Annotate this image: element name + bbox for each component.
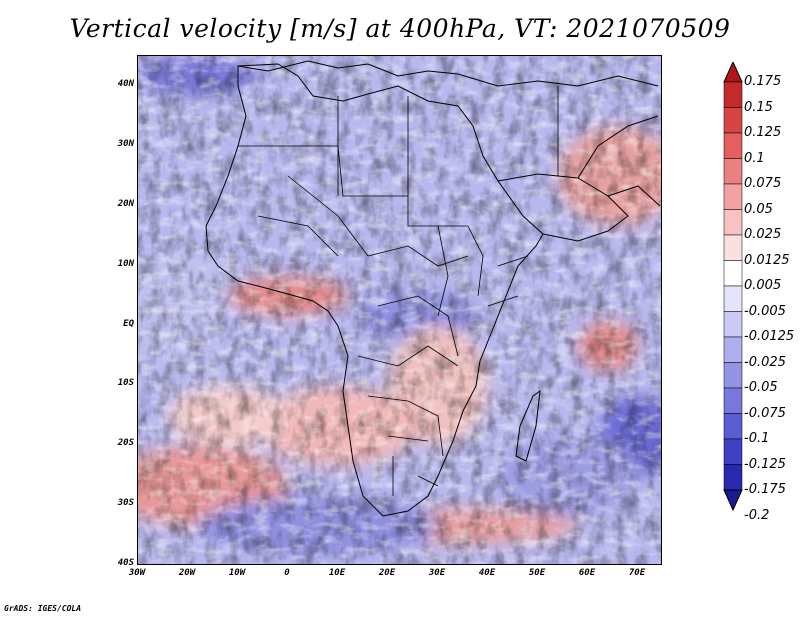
colorbar-label: -0.075 <box>744 405 786 421</box>
colorbar-label: -0.125 <box>744 456 786 472</box>
colorbar-segment <box>723 311 743 338</box>
colorbar-segment <box>723 362 743 389</box>
colorbar-label: 0.075 <box>744 176 782 191</box>
lat-label-eq: EQ <box>123 319 134 329</box>
colorbar-segment <box>723 438 743 465</box>
colorbar-segment <box>723 234 743 261</box>
coastlines <box>205 60 661 517</box>
lon-label-60e: 60E <box>578 568 596 578</box>
lat-label-20s: 20S <box>117 438 134 448</box>
lon-label-0: 0 <box>284 568 290 578</box>
map-area <box>137 55 662 565</box>
footer-credit: GrADS: IGES/COLA <box>4 604 82 613</box>
colorbar-label: 0.0125 <box>744 252 790 268</box>
lat-label-40n: 40N <box>117 79 134 89</box>
colorbar-segment <box>723 158 743 185</box>
map-title: Vertical velocity [m/s] at 400hPa, VT: 2… <box>69 14 731 43</box>
colorbar-label: 0.175 <box>744 74 782 89</box>
colorbar-segment <box>723 81 743 108</box>
colorbar-segment <box>723 209 743 236</box>
velocity-field <box>138 56 661 564</box>
colorbar-label: 0.125 <box>744 125 782 140</box>
lat-label-30n: 30N <box>117 139 134 149</box>
colorbar-label: -0.1 <box>744 431 770 446</box>
colorbar-segment <box>723 464 743 491</box>
colorbar-segment <box>723 387 743 414</box>
colorbar-segment <box>723 107 743 134</box>
lat-label-10n: 10N <box>117 259 134 269</box>
colorbar-arrow-bottom <box>723 489 743 512</box>
colorbar-label: -0.005 <box>744 303 786 319</box>
colorbar-segment <box>723 413 743 440</box>
lon-label-40e: 40E <box>478 568 496 578</box>
colorbar-label: 0.15 <box>744 99 773 115</box>
colorbar-segment <box>723 183 743 210</box>
colorbar-label: 0.005 <box>744 278 782 293</box>
lat-label-20n: 20N <box>117 199 134 209</box>
lon-label-30w: 30W <box>128 568 146 578</box>
lon-label-10e: 10E <box>328 568 346 578</box>
colorbar-label: -0.175 <box>744 482 786 497</box>
colorbar-label: -0.0125 <box>744 329 795 344</box>
colorbar <box>723 62 743 512</box>
lon-label-30e: 30E <box>428 568 446 578</box>
colorbar-segment <box>723 285 743 312</box>
lon-label-20e: 20E <box>378 568 396 578</box>
country-borders <box>238 86 559 496</box>
colorbar-segments <box>723 62 743 512</box>
colorbar-arrow-top <box>723 62 743 83</box>
lon-label-10w: 10W <box>228 568 246 578</box>
colorbar-segment <box>723 260 743 287</box>
colorbar-segment <box>723 336 743 363</box>
lat-label-40s: 40S <box>117 558 134 568</box>
lat-label-10s: 10S <box>117 378 134 388</box>
colorbar-label: -0.2 <box>744 507 770 523</box>
colorbar-segment <box>723 132 743 159</box>
lon-label-70e: 70E <box>628 568 646 578</box>
colorbar-label: 0.1 <box>744 150 765 166</box>
lon-label-20w: 20W <box>178 568 196 578</box>
colorbar-label: 0.05 <box>744 201 773 217</box>
colorbar-label: -0.025 <box>744 354 786 370</box>
lat-label-30s: 30S <box>117 498 134 508</box>
colorbar-label: 0.025 <box>744 227 782 242</box>
lon-label-50e: 50E <box>528 568 546 578</box>
colorbar-label: -0.05 <box>744 380 778 395</box>
